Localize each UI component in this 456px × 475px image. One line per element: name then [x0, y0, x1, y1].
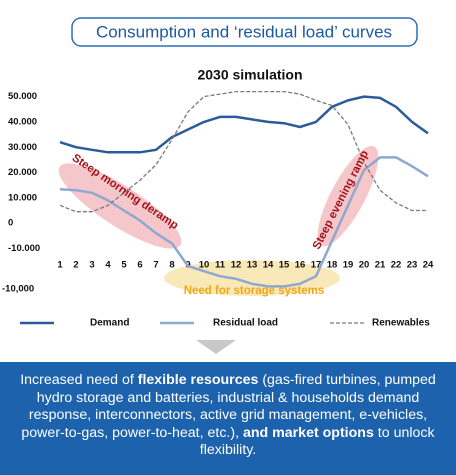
chart: Consumption and ‘residual load’ curves 2… — [2, 17, 434, 354]
series-line — [59, 95, 429, 154]
footer: Increased need of flexible resources (ga… — [0, 362, 456, 475]
x-tick-label: 5 — [121, 260, 127, 271]
footer-text: to unlock flexibility. — [199, 424, 435, 459]
y-tick-label: 30.000 — [8, 142, 37, 153]
y-tick-label: 20.000 — [8, 167, 37, 178]
x-tick-label: 1 — [57, 260, 63, 271]
annotation: -10,000 — [2, 284, 34, 295]
series-line — [59, 90, 428, 213]
footer-bold-text: and market options — [242, 424, 374, 441]
y-tick-label: -10.000 — [8, 243, 40, 254]
x-tick-label: 13 — [247, 260, 258, 271]
legend-label: Renewables — [372, 318, 430, 329]
y-tick-label: 0 — [8, 218, 13, 229]
x-tick-label: 14 — [263, 260, 274, 271]
x-tick-label: 22 — [391, 260, 402, 271]
annotation: Need for storage systems — [184, 285, 325, 297]
footer-bold-text: flexible resources — [137, 372, 259, 388]
x-tick-label: 19 — [343, 260, 354, 271]
x-tick-label: 11 — [215, 260, 226, 271]
x-tick-label: 2 — [73, 260, 78, 271]
x-tick-label: 15 — [279, 260, 290, 271]
x-tick-label: 17 — [311, 260, 322, 271]
footer-text: (gas-fired turbines, pumped hydro storag… — [21, 372, 436, 441]
x-tick-label: 3 — [89, 260, 94, 271]
x-tick-label: 6 — [137, 260, 142, 271]
x-tick-label: 10 — [199, 260, 210, 271]
x-tick-label: 4 — [105, 260, 111, 271]
highlight-morning — [58, 163, 182, 249]
x-tick-label: 21 — [375, 260, 386, 271]
x-tick-label: 18 — [327, 260, 338, 271]
footer-text: Increased need of — [20, 372, 138, 388]
x-tick-label: 20 — [359, 260, 370, 271]
x-tick-label: 8 — [169, 260, 174, 271]
legend-label: Demand — [90, 318, 129, 329]
highlight-storage — [164, 260, 340, 296]
x-tick-label: 7 — [153, 260, 158, 271]
down-arrow — [196, 340, 236, 354]
x-tick-label: 24 — [423, 260, 434, 271]
legend-label: Residual load — [213, 318, 278, 329]
x-tick-label: 12 — [231, 260, 242, 271]
chart-title: 2030 simulation — [197, 67, 302, 83]
header-title: Consumption and ‘residual load’ curves — [96, 22, 392, 41]
y-tick-label: 50.000 — [8, 91, 37, 102]
x-tick-label: 23 — [407, 260, 418, 271]
header-box — [71, 17, 418, 47]
y-tick-label: 10.000 — [8, 192, 37, 203]
y-tick-label: 40.000 — [8, 116, 37, 127]
x-tick-label: 16 — [295, 260, 306, 271]
